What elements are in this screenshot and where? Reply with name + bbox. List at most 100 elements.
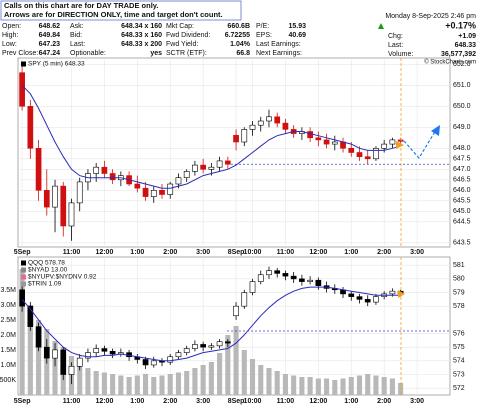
volume-bar <box>151 377 157 395</box>
y2-tick-label: 3.0M <box>0 302 16 309</box>
candle-body <box>27 305 34 327</box>
quote-label: High: <box>2 32 18 39</box>
candle-body <box>216 160 223 168</box>
volume-bar <box>126 377 132 395</box>
quote-date: Monday 8-Sep-2025 2:46 pm <box>385 13 476 20</box>
candle-body <box>233 305 239 317</box>
candle-body <box>307 279 313 282</box>
y-tick-label: 646.5 <box>453 177 471 184</box>
volume-bar <box>159 375 165 395</box>
volume-bar <box>77 362 83 395</box>
y-tick-label: 580 <box>453 276 465 283</box>
y-tick-label: 576 <box>453 330 465 337</box>
candle-body <box>159 190 165 195</box>
candle-body <box>150 190 157 197</box>
candle-body <box>307 131 313 139</box>
arrow-head <box>431 125 440 136</box>
y-tick-label: 573 <box>453 371 465 378</box>
candle-body <box>348 293 355 297</box>
candle-body <box>175 352 182 358</box>
quote-label: Fwd Yield: <box>166 41 198 48</box>
y-tick-label: 572 <box>453 385 465 392</box>
x-tick-label: 8Sep <box>228 249 245 256</box>
y-tick-label: 647.0 <box>453 166 471 173</box>
candle-body <box>364 156 371 160</box>
legend-swatch <box>21 281 26 287</box>
candle-body <box>150 360 157 366</box>
notice-box <box>0 0 242 21</box>
candle-body <box>109 173 116 181</box>
volume-bar <box>389 378 395 395</box>
y2-tick-label: 1.5M <box>0 347 16 354</box>
legend-label: $NYUPV:$NYDNV 0.92 <box>28 274 97 281</box>
up-triangle <box>378 23 384 29</box>
quote-label: Next Earnings: <box>256 50 302 57</box>
volume-bar <box>307 377 313 395</box>
candle-body <box>167 183 174 195</box>
moving-average <box>21 286 401 362</box>
quote-value: 647.24 <box>39 50 61 57</box>
candle-body <box>241 129 248 143</box>
candle-body <box>167 356 174 363</box>
volume-bar <box>249 359 256 395</box>
notice-text: Calls on this chart are for DAY TRADE on… <box>4 1 158 10</box>
y-tick-label: 645.0 <box>453 208 471 215</box>
legend-swatch <box>21 61 26 67</box>
volume-bar <box>315 378 321 395</box>
candle-body <box>216 341 223 347</box>
volume-bar <box>208 362 214 395</box>
candle-body <box>134 183 141 189</box>
watermark: © StockCharts.com <box>424 59 476 66</box>
volume-bar <box>233 326 239 395</box>
candle-body <box>142 187 149 197</box>
candle-body <box>101 166 108 174</box>
volume-bar <box>266 368 272 395</box>
x-tick-label: 11:00 <box>277 398 295 405</box>
candle-body <box>60 185 67 227</box>
y-tick-label: 645.5 <box>453 198 471 205</box>
quote-value: 648.33 x 200 <box>121 41 162 48</box>
x-tick-label: 10:00 <box>244 398 262 405</box>
volume-bar <box>134 375 140 395</box>
y-tick-label: 649.0 <box>453 124 471 131</box>
candle-body <box>85 352 91 359</box>
y-tick-label: 643.5 <box>453 240 471 247</box>
quote-label: Fwd Dividend: <box>166 32 210 39</box>
quote-label: Bid: <box>70 32 82 39</box>
quote-value: 648.62 <box>39 23 61 30</box>
volume-bar <box>356 375 363 395</box>
candle-body <box>274 116 281 124</box>
quote-value: 648.33 <box>455 42 477 49</box>
candle-body <box>192 164 198 172</box>
candle-body <box>373 296 379 303</box>
y-tick-label: 644.5 <box>453 219 471 226</box>
quote-label: Optionable: <box>70 50 106 57</box>
quote-value: 66.8 <box>236 50 250 57</box>
x-tick-label: 2:00 <box>163 398 177 405</box>
candle-body <box>233 134 239 143</box>
candle-body <box>282 273 289 277</box>
x-tick-label: 3:00 <box>410 398 424 405</box>
y-tick-label: 646.0 <box>453 187 471 194</box>
candle-body <box>356 296 363 300</box>
candle-body <box>290 275 297 280</box>
candle-body <box>331 141 338 145</box>
volume-bar <box>110 374 116 395</box>
quote-value: 40.69 <box>288 32 306 39</box>
change-percent: +0.17% <box>445 20 476 30</box>
volume-bar <box>27 305 33 395</box>
candle-body <box>192 344 198 349</box>
direction-arrow <box>403 129 437 160</box>
legend-swatch <box>21 267 26 273</box>
volume-bar <box>85 368 91 395</box>
y-tick-label: 581 <box>453 262 465 269</box>
y-tick-label: 579 <box>453 289 465 296</box>
candle-body <box>35 326 42 348</box>
candle-body <box>175 177 182 185</box>
x-tick-label: 1:00 <box>344 249 358 256</box>
volume-bar <box>36 320 42 395</box>
candle-body <box>68 366 75 375</box>
volume-bar <box>241 350 247 395</box>
moving-average <box>21 84 401 189</box>
